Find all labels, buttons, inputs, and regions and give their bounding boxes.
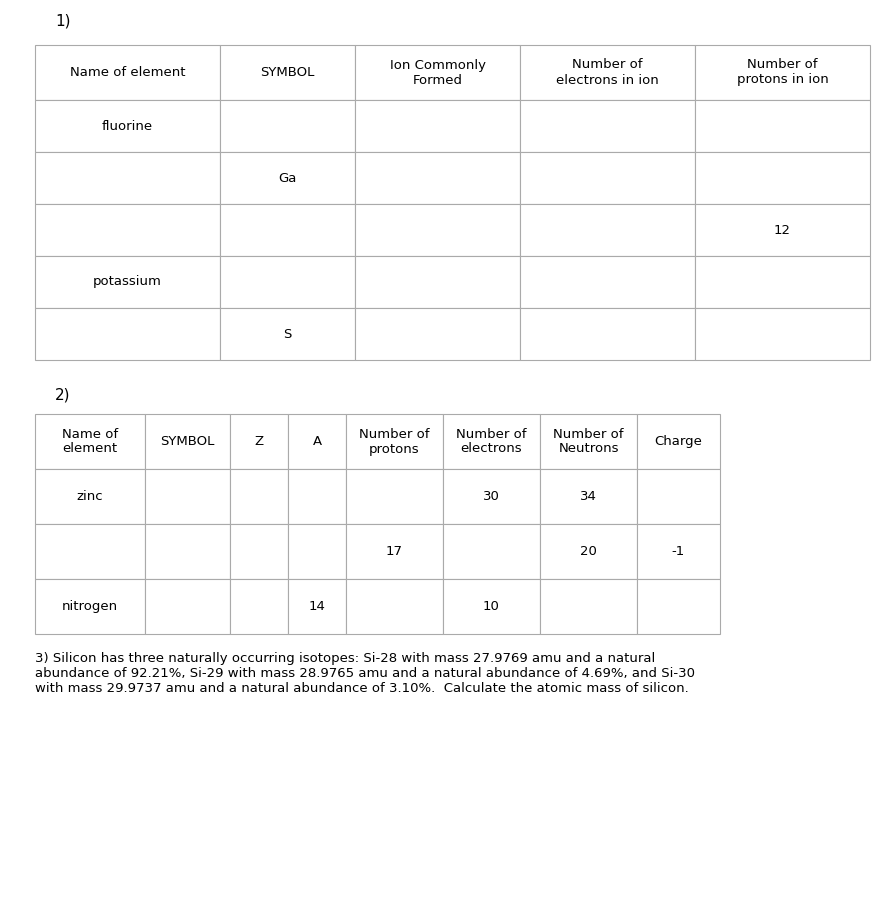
Text: A: A	[313, 435, 321, 448]
Bar	[220, 45, 355, 100]
Bar	[35, 579, 145, 634]
Bar	[288, 579, 346, 634]
Text: nitrogen: nitrogen	[62, 600, 118, 613]
Bar	[288, 524, 346, 579]
Text: Number of
protons in ion: Number of protons in ion	[737, 58, 829, 87]
Bar	[220, 100, 355, 152]
Text: Charge: Charge	[654, 435, 703, 448]
Text: 14: 14	[308, 600, 326, 613]
Bar	[220, 308, 355, 360]
Bar	[35, 100, 220, 152]
Text: Name of
element: Name of element	[62, 428, 118, 455]
Bar	[230, 579, 288, 634]
Bar	[35, 414, 145, 469]
Bar	[540, 414, 637, 469]
Bar	[355, 204, 520, 256]
Text: -1: -1	[672, 545, 685, 558]
Text: Z: Z	[254, 435, 264, 448]
Text: 3) Silicon has three naturally occurring isotopes: Si-28 with mass 27.9769 amu a: 3) Silicon has three naturally occurring…	[35, 652, 695, 695]
Bar	[346, 524, 443, 579]
Text: 30: 30	[483, 490, 500, 503]
Bar	[288, 469, 346, 524]
Text: Ga: Ga	[279, 172, 297, 185]
Text: 17: 17	[386, 545, 403, 558]
Bar	[695, 256, 870, 308]
Text: Ion Commonly
Formed: Ion Commonly Formed	[390, 58, 485, 87]
Bar	[520, 152, 695, 204]
Bar	[355, 100, 520, 152]
Text: Name of element: Name of element	[70, 66, 185, 79]
Bar	[520, 204, 695, 256]
Bar	[35, 45, 220, 100]
Bar	[145, 469, 230, 524]
Bar	[695, 308, 870, 360]
Bar	[230, 414, 288, 469]
Bar	[540, 524, 637, 579]
Bar	[695, 152, 870, 204]
Bar	[540, 469, 637, 524]
Bar	[220, 204, 355, 256]
Bar	[355, 256, 520, 308]
Bar	[346, 469, 443, 524]
Bar	[443, 524, 540, 579]
Bar	[520, 308, 695, 360]
Bar	[35, 469, 145, 524]
Text: 20: 20	[580, 545, 597, 558]
Bar	[35, 524, 145, 579]
Bar	[145, 579, 230, 634]
Bar	[220, 152, 355, 204]
Bar	[637, 469, 720, 524]
Bar	[230, 524, 288, 579]
Text: zinc: zinc	[77, 490, 103, 503]
Bar	[346, 579, 443, 634]
Bar	[35, 152, 220, 204]
Bar	[540, 579, 637, 634]
Text: 1): 1)	[55, 14, 70, 29]
Text: fluorine: fluorine	[102, 120, 153, 133]
Bar	[637, 579, 720, 634]
Text: SYMBOL: SYMBOL	[160, 435, 215, 448]
Bar	[637, 414, 720, 469]
Bar	[35, 308, 220, 360]
Bar	[443, 579, 540, 634]
Bar	[220, 256, 355, 308]
Text: S: S	[283, 327, 292, 341]
Bar	[520, 45, 695, 100]
Bar	[35, 204, 220, 256]
Bar	[145, 414, 230, 469]
Bar	[520, 256, 695, 308]
Bar	[230, 469, 288, 524]
Bar	[355, 152, 520, 204]
Text: Number of
electrons in ion: Number of electrons in ion	[556, 58, 659, 87]
Bar	[695, 204, 870, 256]
Bar	[346, 414, 443, 469]
Text: Number of
Neutrons: Number of Neutrons	[554, 428, 624, 455]
Text: potassium: potassium	[93, 275, 162, 289]
Bar	[355, 308, 520, 360]
Text: 12: 12	[774, 224, 791, 237]
Bar	[443, 469, 540, 524]
Bar	[695, 45, 870, 100]
Text: Number of
electrons: Number of electrons	[456, 428, 526, 455]
Text: Number of
protons: Number of protons	[359, 428, 430, 455]
Bar	[695, 100, 870, 152]
Bar	[355, 45, 520, 100]
Bar	[288, 414, 346, 469]
Text: 2): 2)	[55, 388, 70, 403]
Bar	[637, 524, 720, 579]
Bar	[520, 100, 695, 152]
Bar	[443, 414, 540, 469]
Text: 34: 34	[580, 490, 597, 503]
Text: 10: 10	[483, 600, 500, 613]
Text: SYMBOL: SYMBOL	[260, 66, 314, 79]
Bar	[145, 524, 230, 579]
Bar	[35, 256, 220, 308]
